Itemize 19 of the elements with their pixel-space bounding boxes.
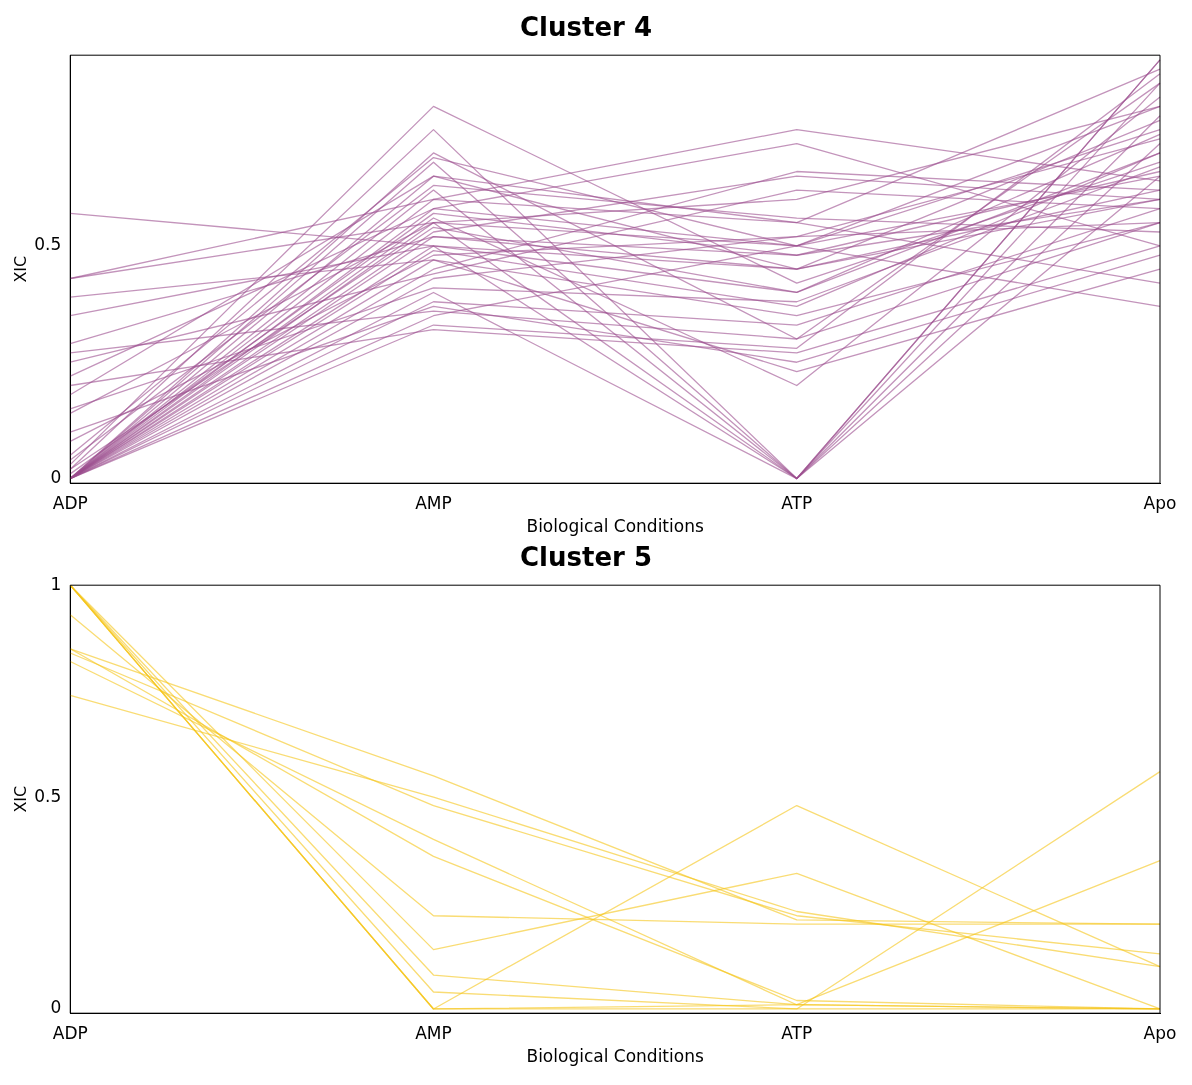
y-tick-label: 0 <box>50 997 62 1018</box>
y-tick-label: 1 <box>50 573 62 594</box>
y-tick-label: 0.5 <box>34 234 62 255</box>
x-tick-label: ADP <box>52 1022 88 1043</box>
y-tick-label: 0.5 <box>34 785 62 806</box>
y-axis-title: XIC <box>10 785 30 813</box>
x-tick-label: AMP <box>415 1022 452 1043</box>
x-tick-label: ATP <box>781 492 813 513</box>
x-tick-label: ATP <box>781 1022 813 1043</box>
x-axis-title: Biological Conditions <box>526 516 704 537</box>
x-tick-label: AMP <box>415 492 452 513</box>
x-tick-label: Apo <box>1143 492 1177 513</box>
x-tick-label: Apo <box>1143 1022 1177 1043</box>
y-axis-title: XIC <box>10 255 30 283</box>
chart-title: Cluster 4 <box>519 12 653 43</box>
chart-title: Cluster 5 <box>519 542 653 573</box>
x-axis-title: Biological Conditions <box>526 1046 704 1067</box>
y-tick-label: 0 <box>50 466 62 487</box>
x-tick-label: ADP <box>52 492 88 513</box>
